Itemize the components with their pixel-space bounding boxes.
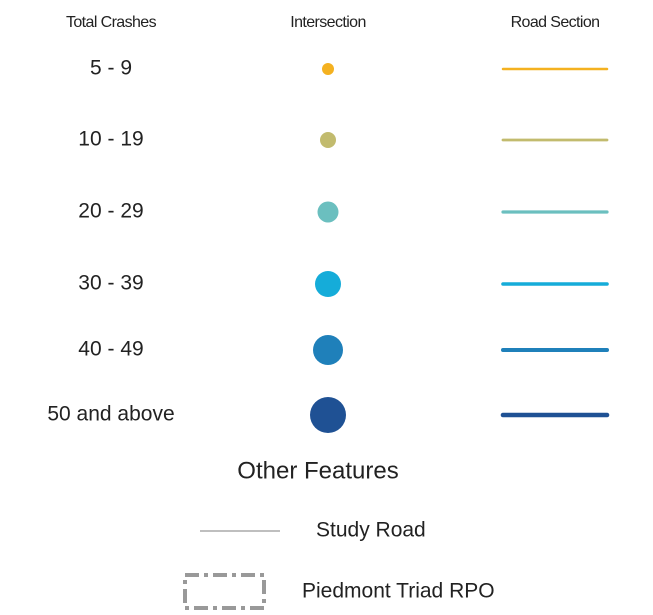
feature-label: Piedmont Triad RPO [302,580,495,603]
header: Total Crashes [66,14,157,31]
classes: 5 - 9 10 - 19 20 - 29 30 - 39 40 - 49 50 and … [47,57,610,433]
header: Road Section [511,14,600,31]
class-label: 20 - 29 [78,200,143,223]
class-label: 50 and above [47,403,174,426]
intersection-symbol [322,63,334,75]
intersection-symbol [320,132,336,148]
class-label: 30 - 39 [78,272,143,295]
section-title: Other Features [237,457,398,484]
rpo-symbol [183,573,266,610]
class-label: 10 - 19 [78,128,143,151]
intersection-symbol [310,397,346,433]
class-label: 5 - 9 [90,57,132,80]
feature-label: Study Road [316,519,426,542]
intersection-symbol [315,271,341,297]
intersection-symbol [317,201,339,223]
intersection-symbol [313,335,343,365]
class-label: 40 - 49 [78,338,143,361]
header: Intersection [290,14,366,31]
